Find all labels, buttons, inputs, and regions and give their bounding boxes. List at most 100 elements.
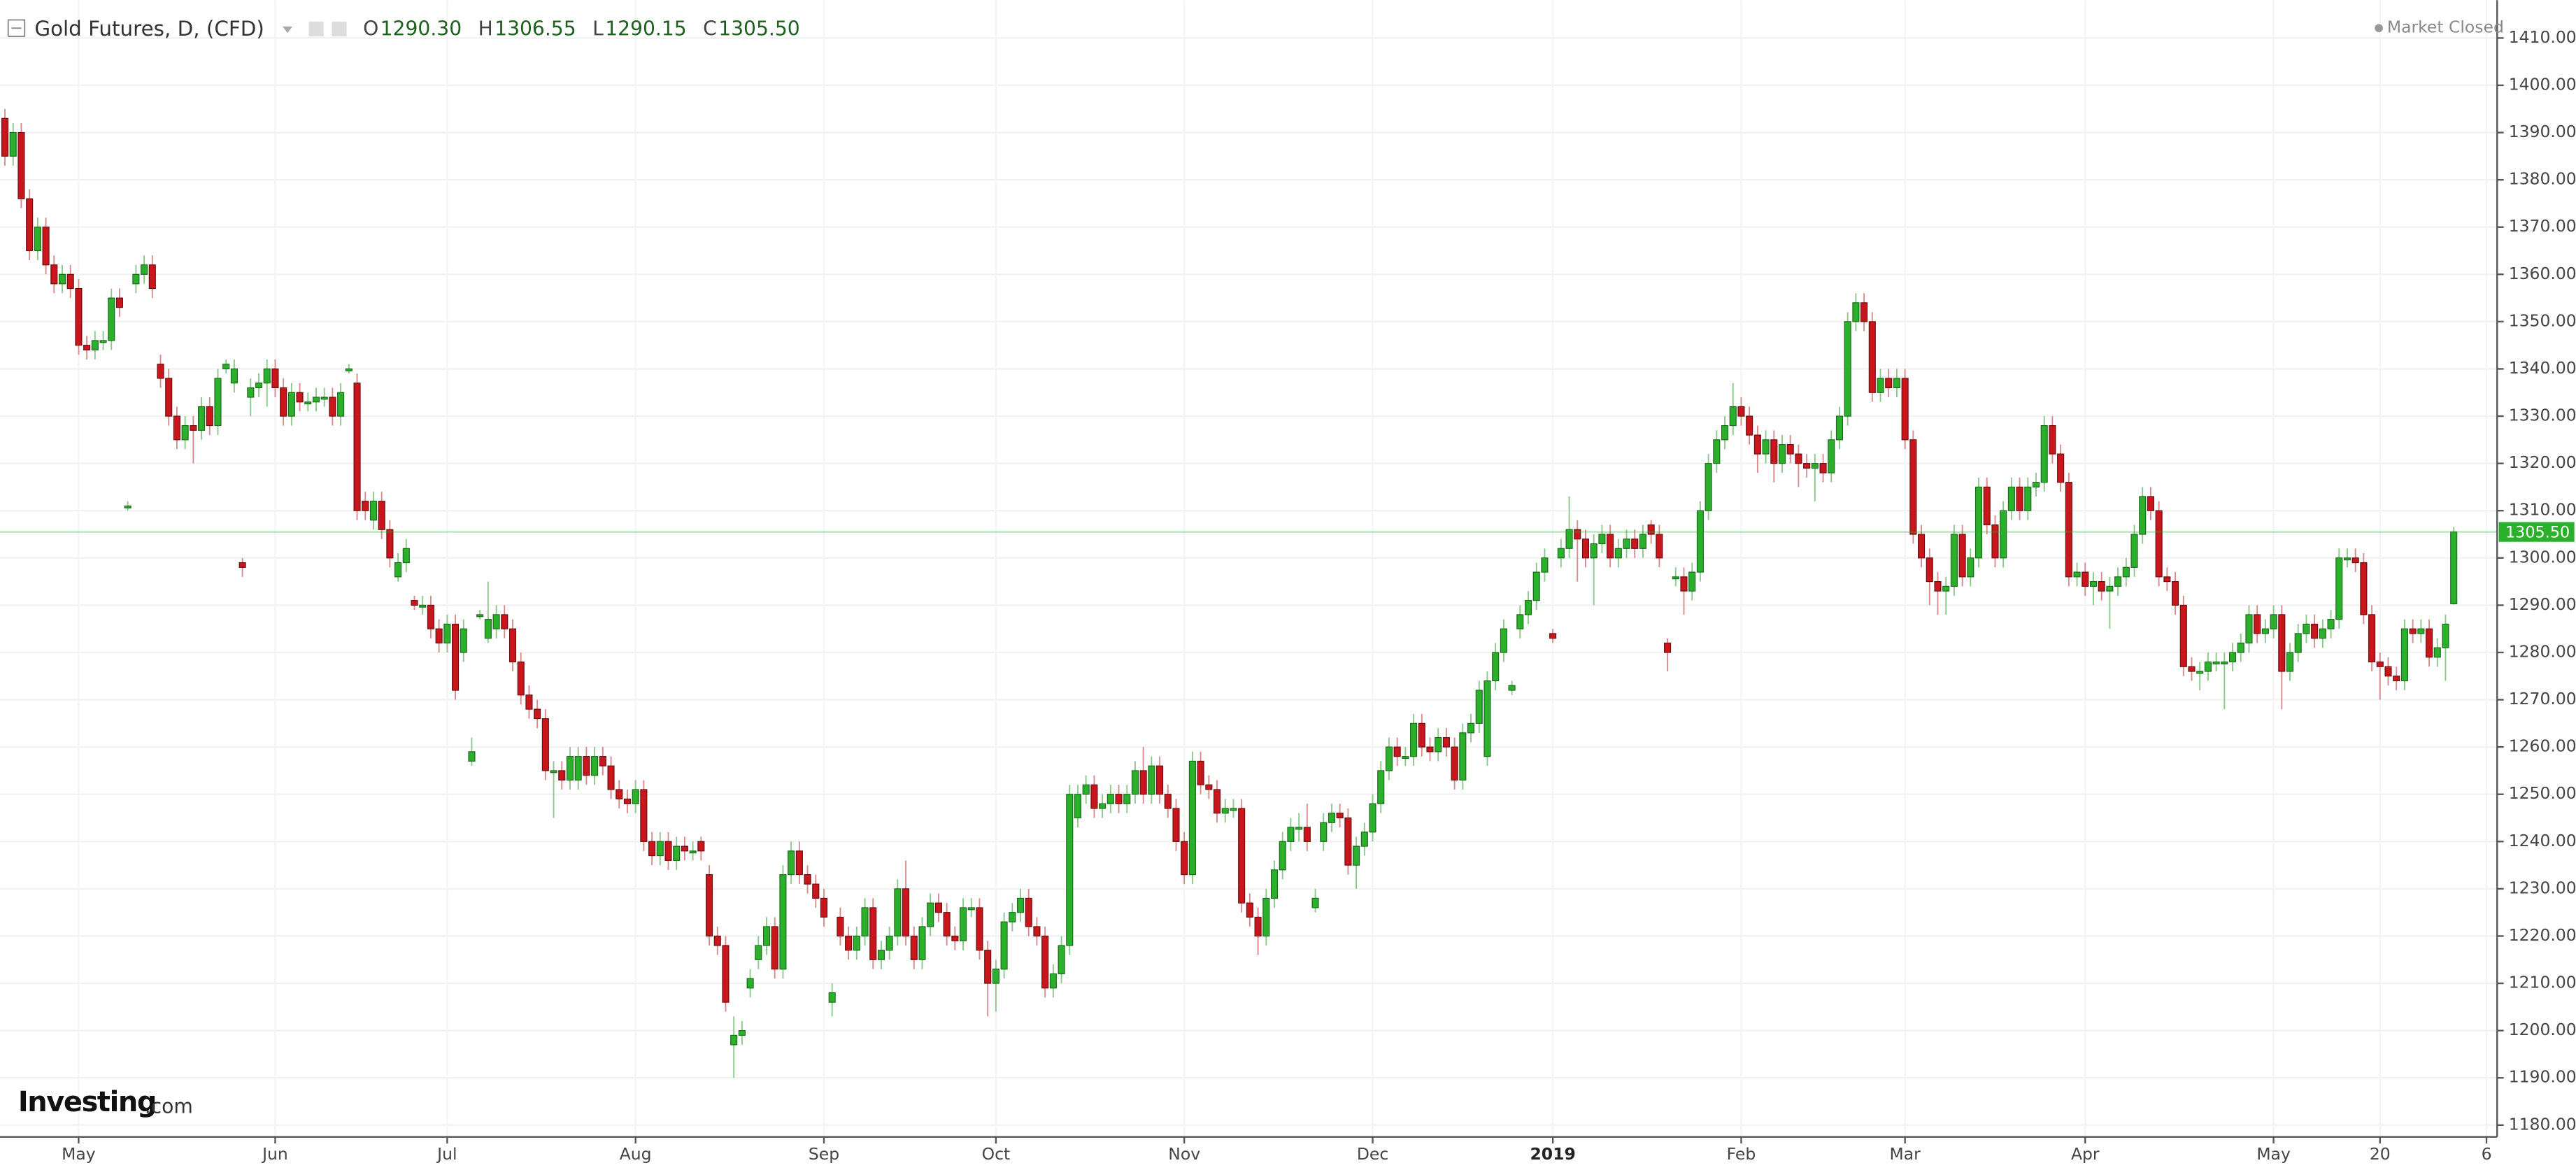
candle-body: [1770, 439, 1778, 464]
candle-body: [1950, 534, 1958, 587]
candle-body: [452, 623, 460, 691]
collapse-icon[interactable]: [7, 19, 26, 37]
candle-body: [2351, 557, 2359, 564]
candle-body: [2114, 576, 2122, 587]
candle-body: [345, 368, 353, 371]
candle-body: [2040, 425, 2048, 483]
candle-body: [1336, 813, 1344, 819]
candle-body: [58, 273, 66, 285]
candle-body: [508, 628, 517, 663]
candle-body: [1459, 732, 1467, 781]
candle-body: [386, 529, 394, 559]
candle-body: [1860, 302, 1868, 322]
candle-body: [1058, 945, 1065, 975]
candle-body: [1565, 529, 1573, 549]
candle-body: [1991, 524, 1999, 559]
candle-body: [1786, 444, 1794, 455]
y-tick-label: 1380.00: [2509, 169, 2576, 189]
settings-icon[interactable]: [308, 21, 324, 36]
candle-body: [1549, 633, 1557, 639]
candle-body: [1958, 534, 1966, 578]
candle-body: [2049, 425, 2056, 455]
y-tick-label: 1400.00: [2509, 74, 2576, 94]
brand-suffix: .com: [145, 1094, 193, 1118]
candle-body: [1819, 463, 1827, 473]
candle-body: [419, 604, 427, 608]
candle-body: [2139, 496, 2147, 535]
candle-body: [1197, 760, 1204, 785]
candle-body: [206, 406, 213, 427]
candle-body: [402, 548, 410, 564]
candle-body: [2172, 581, 2179, 606]
candle-body: [1877, 378, 1884, 393]
candle-body: [1598, 534, 1606, 545]
candle-body: [1467, 722, 1475, 734]
candle-body: [353, 383, 361, 511]
dropdown-arrow[interactable]: [283, 26, 293, 34]
candle-body: [2122, 566, 2130, 578]
candle-body: [17, 131, 25, 199]
candle-body: [1213, 789, 1221, 814]
candle-body: [443, 623, 451, 644]
candle-body: [1402, 756, 1409, 759]
candle-body: [1737, 406, 1745, 417]
y-tick-label: 1250.00: [2509, 783, 2576, 803]
candle-body: [1811, 463, 1819, 469]
candle-body: [165, 378, 173, 417]
candle-body: [558, 770, 566, 781]
candle-body: [2237, 642, 2244, 653]
candle-body: [853, 935, 860, 951]
y-tick-label: 1320.00: [2509, 452, 2576, 472]
candle-body: [157, 364, 164, 379]
candle-body: [2343, 557, 2351, 561]
candle-body: [967, 907, 975, 911]
candle-body: [804, 874, 811, 885]
candle-body: [2254, 614, 2261, 634]
candle-body: [1426, 746, 1434, 752]
candle-body: [124, 505, 131, 508]
chart-title: Gold Futures, D, (CFD): [34, 17, 264, 41]
y-tick-label: 1340.00: [2509, 358, 2576, 378]
candle-body: [951, 935, 959, 941]
candle-body: [83, 345, 91, 351]
ohlc-value: 1290.30: [380, 17, 462, 41]
candle-body: [1009, 912, 1016, 922]
y-tick-label: 1260.00: [2509, 736, 2576, 756]
candle-body: [296, 392, 304, 403]
candle-body: [2303, 623, 2310, 634]
candle-body: [1516, 614, 1524, 629]
candle-body: [460, 628, 467, 653]
close-icon[interactable]: [332, 21, 347, 36]
candle-body: [1803, 463, 1811, 469]
candle-body: [255, 383, 263, 389]
candle-body: [2261, 628, 2269, 634]
y-tick-label: 1230.00: [2509, 878, 2576, 897]
candle-body: [517, 661, 525, 696]
y-tick-label: 1240.00: [2509, 831, 2576, 850]
candle-body: [2032, 482, 2040, 488]
candle-body: [632, 789, 639, 804]
candle-body: [435, 628, 443, 644]
candle-body: [1410, 722, 1418, 757]
candle-body: [2212, 661, 2220, 664]
ohlc-key: H: [478, 17, 493, 41]
candle-body: [1181, 841, 1188, 876]
candle-body: [1418, 722, 1425, 748]
candle-body: [1451, 746, 1458, 781]
candle-body: [2376, 661, 2384, 667]
candle-body: [50, 264, 58, 285]
candle-body: [411, 600, 418, 606]
candle-body: [287, 392, 295, 417]
candle-body: [607, 765, 615, 790]
candle-body: [1557, 548, 1565, 559]
candle-body: [812, 883, 820, 899]
candle-body: [320, 397, 328, 400]
candle-body: [99, 340, 107, 343]
candle-body: [2228, 652, 2237, 663]
candle-body: [1631, 538, 1639, 549]
brand-name: Investing: [18, 1086, 156, 1118]
x-tick-label: Sep: [809, 1144, 839, 1164]
candle-body: [992, 969, 999, 984]
candle-body: [280, 387, 287, 417]
